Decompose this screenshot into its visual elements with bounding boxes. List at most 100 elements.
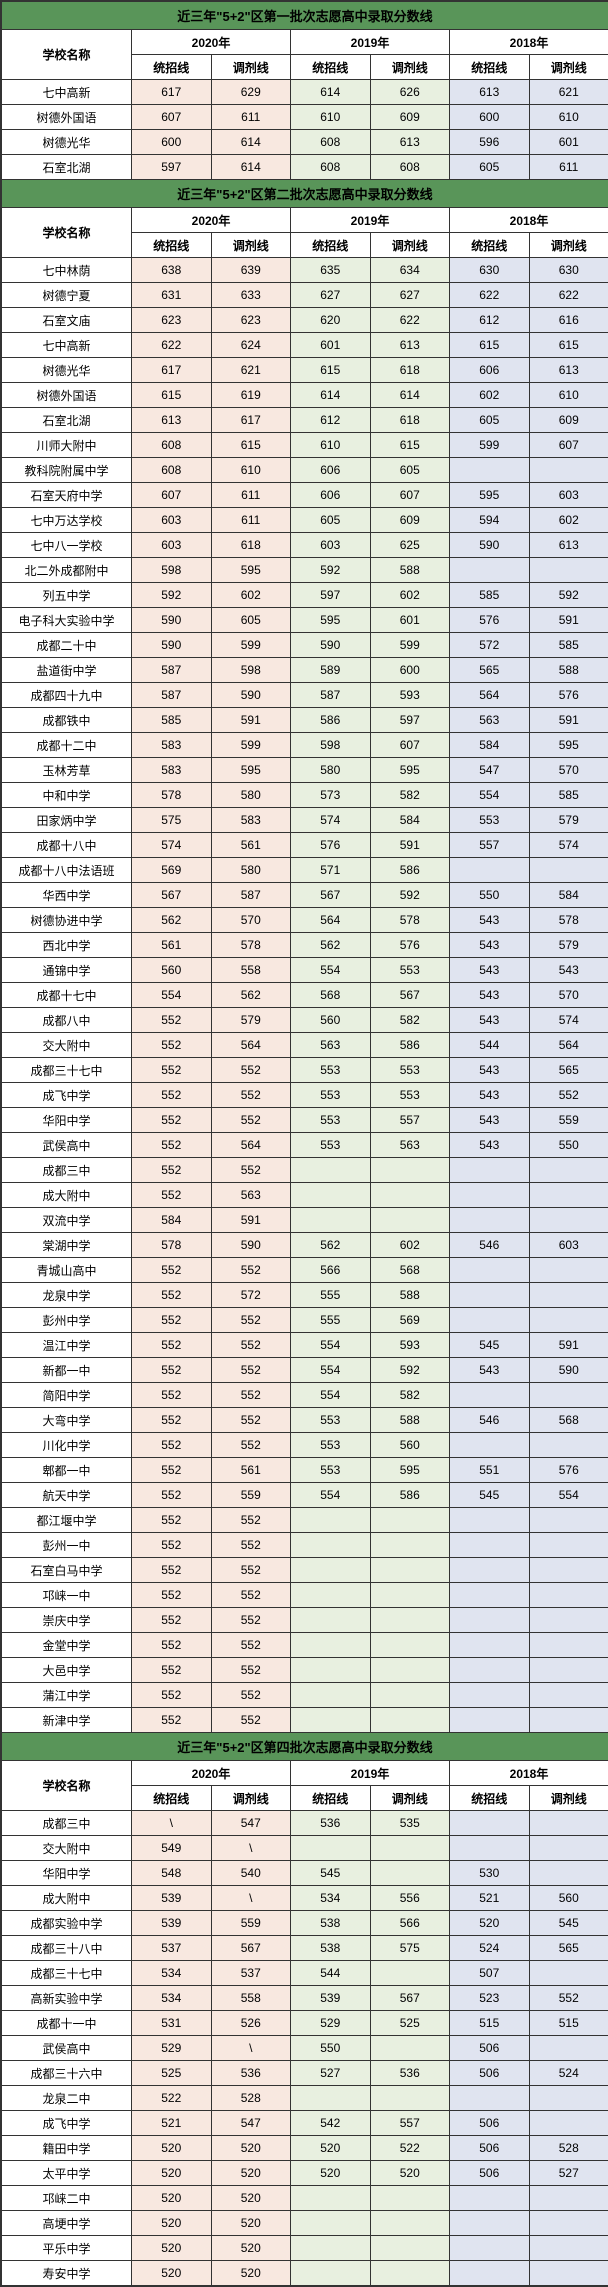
school-name-cell: 川师大附中 [2, 433, 132, 458]
score-cell: 574 [132, 833, 212, 858]
score-cell: 624 [211, 333, 291, 358]
score-cell: 607 [132, 483, 212, 508]
score-cell: 576 [291, 833, 371, 858]
score-cell [529, 1533, 608, 1558]
score-cell: 506 [450, 2036, 530, 2061]
score-cell: 572 [211, 1283, 291, 1308]
school-name-cell: 交大附中 [2, 1033, 132, 1058]
school-name-cell: 中和中学 [2, 783, 132, 808]
score-cell [291, 1658, 371, 1683]
score-cell: 617 [211, 408, 291, 433]
score-cell [291, 1608, 371, 1633]
score-cell: 552 [211, 1508, 291, 1533]
table-row: 北二外成都附中598595592588 [2, 558, 608, 583]
score-cell: 552 [529, 1083, 608, 1108]
score-cell: 569 [370, 1308, 450, 1333]
score-cell [450, 1433, 530, 1458]
score-cell: 549 [132, 1836, 212, 1861]
score-cell [370, 1708, 450, 1733]
score-cell: 633 [211, 283, 291, 308]
table-row: 石室天府中学607611606607595603 [2, 483, 608, 508]
table-row: 成都十八中法语班569580571586 [2, 858, 608, 883]
score-cell [291, 1508, 371, 1533]
score-cell [529, 2261, 608, 2286]
score-cell: 552 [132, 1533, 212, 1558]
score-cell [450, 2236, 530, 2261]
score-cell: 614 [291, 80, 371, 105]
school-name-cell: 川化中学 [2, 1433, 132, 1458]
score-cell: \ [211, 2036, 291, 2061]
table-row: 中和中学578580573582554585 [2, 783, 608, 808]
score-cell: 587 [132, 658, 212, 683]
school-name-cell: 树德外国语 [2, 383, 132, 408]
table-row: 树德光华617621615618606613 [2, 358, 608, 383]
score-cell: 564 [211, 1133, 291, 1158]
section-title: 近三年"5+2"区第二批次志愿高中录取分数线 [2, 180, 608, 208]
school-name-cell: 成都四十九中 [2, 683, 132, 708]
table-row: 太平中学520520520520506527 [2, 2161, 608, 2186]
score-cell: 553 [291, 1433, 371, 1458]
score-cell: 620 [291, 308, 371, 333]
score-cell: 574 [291, 808, 371, 833]
score-cell: 559 [211, 1483, 291, 1508]
school-name-cell: 华阳中学 [2, 1108, 132, 1133]
score-cell: 627 [370, 283, 450, 308]
score-cell: 552 [132, 1158, 212, 1183]
score-cell: 613 [370, 130, 450, 155]
school-name-cell: 树德宁夏 [2, 283, 132, 308]
score-cell: 619 [211, 383, 291, 408]
score-cell [450, 558, 530, 583]
score-cell: 567 [370, 983, 450, 1008]
school-name-cell: 成都十八中 [2, 833, 132, 858]
school-name-cell: 玉林芳草 [2, 758, 132, 783]
score-cell: \ [211, 1886, 291, 1911]
table-row: 彭州中学552552555569 [2, 1308, 608, 1333]
score-cell: 622 [132, 333, 212, 358]
score-cell [370, 1533, 450, 1558]
score-cell: 578 [211, 933, 291, 958]
score-cell [529, 1961, 608, 1986]
score-cell: 553 [370, 958, 450, 983]
school-name-cell: 成都十八中法语班 [2, 858, 132, 883]
score-cell: 591 [529, 608, 608, 633]
school-name-cell: 成都三中 [2, 1158, 132, 1183]
table-row: 高埂中学520520 [2, 2211, 608, 2236]
table-row: 成都二十中590599590599572585 [2, 633, 608, 658]
score-cell: 552 [132, 1108, 212, 1133]
score-cell: 595 [211, 758, 291, 783]
school-name-cell: 华西中学 [2, 883, 132, 908]
table-row: 成都十二中583599598607584595 [2, 733, 608, 758]
score-cell: 607 [529, 433, 608, 458]
score-cell: 520 [132, 2136, 212, 2161]
col-tongzhao: 统招线 [291, 55, 371, 80]
school-name-cell: 七中万达学校 [2, 508, 132, 533]
score-cell [529, 1583, 608, 1608]
score-cell: 611 [529, 155, 608, 180]
score-cell: 601 [529, 130, 608, 155]
score-cell: 591 [211, 1208, 291, 1233]
score-cell: 614 [370, 383, 450, 408]
score-cell: 586 [370, 1483, 450, 1508]
score-cell: 578 [529, 908, 608, 933]
score-cell: 552 [211, 1333, 291, 1358]
score-cell [529, 1683, 608, 1708]
score-cell: 562 [291, 1233, 371, 1258]
score-cell: 576 [529, 1458, 608, 1483]
score-cell: 565 [529, 1058, 608, 1083]
table-row: 彭州一中552552 [2, 1533, 608, 1558]
table-row: 成大附中539\534556521560 [2, 1886, 608, 1911]
table-row: 成飞中学552552553553543552 [2, 1083, 608, 1108]
score-cell [450, 2211, 530, 2236]
score-cell: 591 [529, 1333, 608, 1358]
score-cell: 520 [132, 2186, 212, 2211]
score-cell [529, 1836, 608, 1861]
school-name-cell: 彭州中学 [2, 1308, 132, 1333]
score-cell: 603 [529, 1233, 608, 1258]
score-cell: 561 [211, 1458, 291, 1483]
score-cell: 554 [132, 983, 212, 1008]
score-cell [370, 1961, 450, 1986]
score-cell: 603 [291, 533, 371, 558]
score-cell: 574 [529, 833, 608, 858]
score-cell: 543 [450, 1133, 530, 1158]
school-name-cell: 通锦中学 [2, 958, 132, 983]
